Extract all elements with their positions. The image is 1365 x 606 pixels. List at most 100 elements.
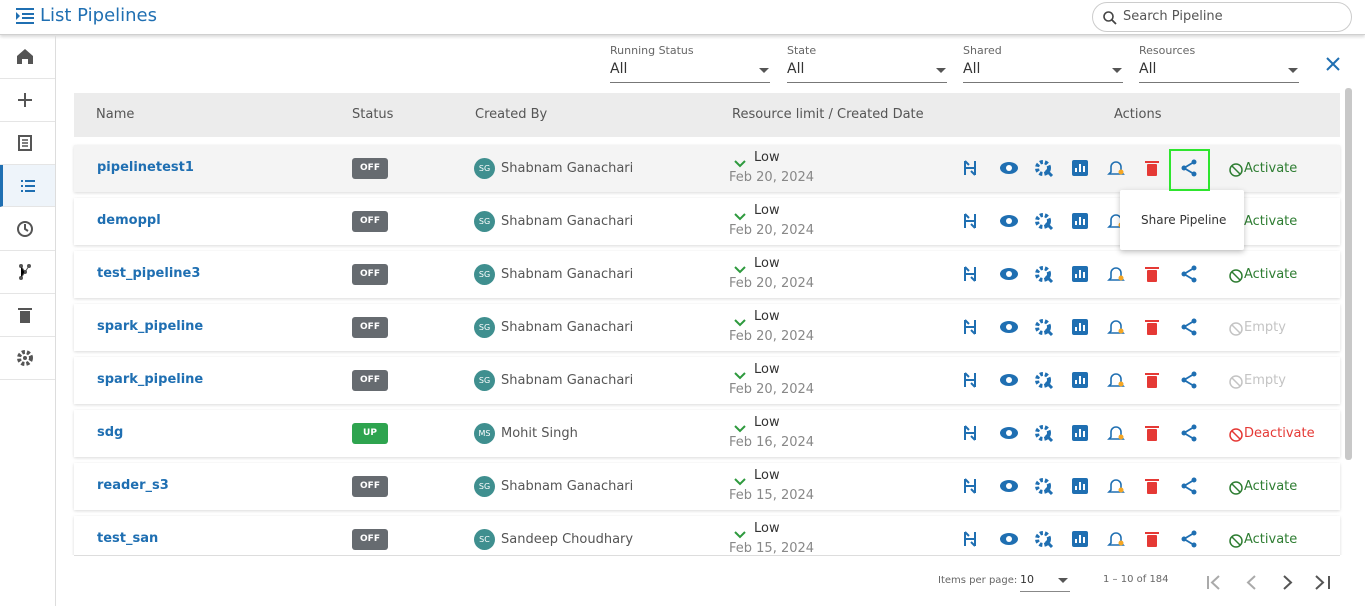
action-icon[interactable]	[999, 317, 1019, 341]
action-icon[interactable]	[999, 158, 1019, 182]
sidebar-item[interactable]	[0, 337, 55, 380]
chevron	[734, 259, 746, 278]
action-icon[interactable]	[1179, 476, 1199, 500]
action-icon[interactable]	[1034, 476, 1054, 500]
sidebar-item[interactable]	[0, 79, 55, 122]
action-icon[interactable]	[1179, 423, 1199, 447]
action-icon[interactable]	[1034, 264, 1054, 288]
action-icon[interactable]	[1179, 158, 1199, 182]
table-row: reader_s3 OFF SG Shabnam Ganachari Low Feb 15…	[74, 463, 1340, 510]
action-icon[interactable]	[999, 370, 1019, 394]
action-icon[interactable]	[1070, 211, 1090, 235]
pipeline-name[interactable]: pipelinetest1	[97, 160, 194, 175]
action-button[interactable]: Activate	[1244, 267, 1298, 282]
sidebar-item[interactable]	[0, 208, 55, 251]
action-icon[interactable]	[960, 529, 980, 553]
avatar: SG	[474, 317, 495, 338]
action-icon[interactable]	[960, 211, 980, 235]
action-button[interactable]: Empty	[1244, 320, 1286, 335]
status-badge: OFF	[352, 370, 388, 391]
action-icon[interactable]	[1179, 529, 1199, 553]
sidebar-icon	[15, 133, 35, 157]
action-icon[interactable]	[960, 476, 980, 500]
action-icon[interactable]	[1142, 423, 1162, 447]
action-button[interactable]: Activate	[1244, 532, 1298, 547]
action-icon[interactable]	[1070, 476, 1090, 500]
action-icon[interactable]	[999, 529, 1019, 553]
table-row: spark_pipeline OFF SG Shabnam Ganachari Low F…	[74, 304, 1340, 351]
action-icon[interactable]	[1106, 529, 1126, 553]
tooltip-text: Share Pipeline	[1141, 213, 1227, 227]
action-icon-glyph	[1107, 426, 1125, 440]
action-icon[interactable]	[1179, 317, 1199, 341]
pipeline-name[interactable]: sdg	[97, 425, 124, 440]
pipeline-name[interactable]: demoppl	[97, 213, 161, 228]
action-icon[interactable]	[1106, 423, 1126, 447]
search-box[interactable]: Search Pipeline	[1092, 2, 1352, 32]
action-icon[interactable]	[1142, 158, 1162, 182]
action-icon[interactable]	[1179, 264, 1199, 288]
action-icon[interactable]	[1106, 370, 1126, 394]
action-icon[interactable]	[1034, 158, 1054, 182]
action-button[interactable]: Activate	[1244, 214, 1298, 229]
action-icon[interactable]	[960, 423, 980, 447]
action-icon[interactable]	[1034, 423, 1054, 447]
action-icon[interactable]	[999, 476, 1019, 500]
action-icon[interactable]	[999, 211, 1019, 235]
action-icon[interactable]	[1142, 317, 1162, 341]
action-icon[interactable]	[1034, 529, 1054, 553]
creator: Shabnam Ganachari	[501, 161, 634, 176]
action-icon[interactable]	[960, 264, 980, 288]
filter[interactable]: Resources All	[1139, 44, 1299, 83]
action-icon[interactable]	[1034, 211, 1054, 235]
action-icon[interactable]	[1106, 158, 1126, 182]
filter[interactable]: Running Status All	[610, 44, 770, 83]
filter[interactable]: State All	[787, 44, 947, 83]
action-icon[interactable]	[1179, 370, 1199, 394]
sidebar-item[interactable]	[0, 165, 55, 207]
page-size-select[interactable]: 10	[1020, 573, 1070, 592]
action-icon[interactable]	[960, 370, 980, 394]
sidebar-item[interactable]	[0, 251, 55, 294]
scrollbar[interactable]	[1345, 88, 1352, 460]
table-row: test_pipeline3 OFF SG Shabnam Ganachari Low F…	[74, 251, 1340, 298]
sidebar-item[interactable]	[0, 36, 55, 79]
action-icon[interactable]	[1142, 370, 1162, 394]
pipeline-name[interactable]: spark_pipeline	[97, 319, 204, 334]
menu-icon[interactable]	[16, 8, 34, 24]
sidebar-icon	[15, 219, 35, 243]
action-icon[interactable]	[1070, 370, 1090, 394]
pipeline-name[interactable]: test_pipeline3	[97, 266, 201, 281]
action-button[interactable]: Deactivate	[1244, 426, 1315, 441]
action-button[interactable]: Activate	[1244, 479, 1298, 494]
pipeline-name[interactable]: test_san	[97, 531, 159, 546]
action-icon[interactable]	[1070, 158, 1090, 182]
action-button[interactable]: Activate	[1244, 161, 1298, 176]
action-icon[interactable]	[1070, 423, 1090, 447]
action-icon-glyph	[1072, 319, 1088, 335]
action-icon[interactable]	[1070, 317, 1090, 341]
action-icon[interactable]	[1142, 476, 1162, 500]
action-icon-glyph	[1107, 161, 1125, 175]
pipeline-name[interactable]: spark_pipeline	[97, 372, 204, 387]
page-nav[interactable]	[1205, 574, 1335, 592]
action-button[interactable]: Empty	[1244, 373, 1286, 388]
action-icon[interactable]	[999, 423, 1019, 447]
action-icon[interactable]	[1142, 264, 1162, 288]
action-icon[interactable]	[1070, 529, 1090, 553]
action-icon[interactable]	[1106, 264, 1126, 288]
action-icon[interactable]	[1034, 370, 1054, 394]
pipeline-name[interactable]: reader_s3	[97, 478, 169, 493]
action-icon[interactable]	[1034, 317, 1054, 341]
action-icon[interactable]	[960, 317, 980, 341]
action-icon[interactable]	[1142, 529, 1162, 553]
action-icon[interactable]	[1106, 476, 1126, 500]
action-icon[interactable]	[1070, 264, 1090, 288]
action-icon[interactable]	[1106, 317, 1126, 341]
sidebar-item[interactable]	[0, 122, 55, 165]
close-button[interactable]	[1326, 57, 1340, 71]
filter[interactable]: Shared All	[963, 44, 1123, 83]
action-icon[interactable]	[960, 158, 980, 182]
sidebar-item[interactable]	[0, 294, 55, 337]
action-icon[interactable]	[999, 264, 1019, 288]
